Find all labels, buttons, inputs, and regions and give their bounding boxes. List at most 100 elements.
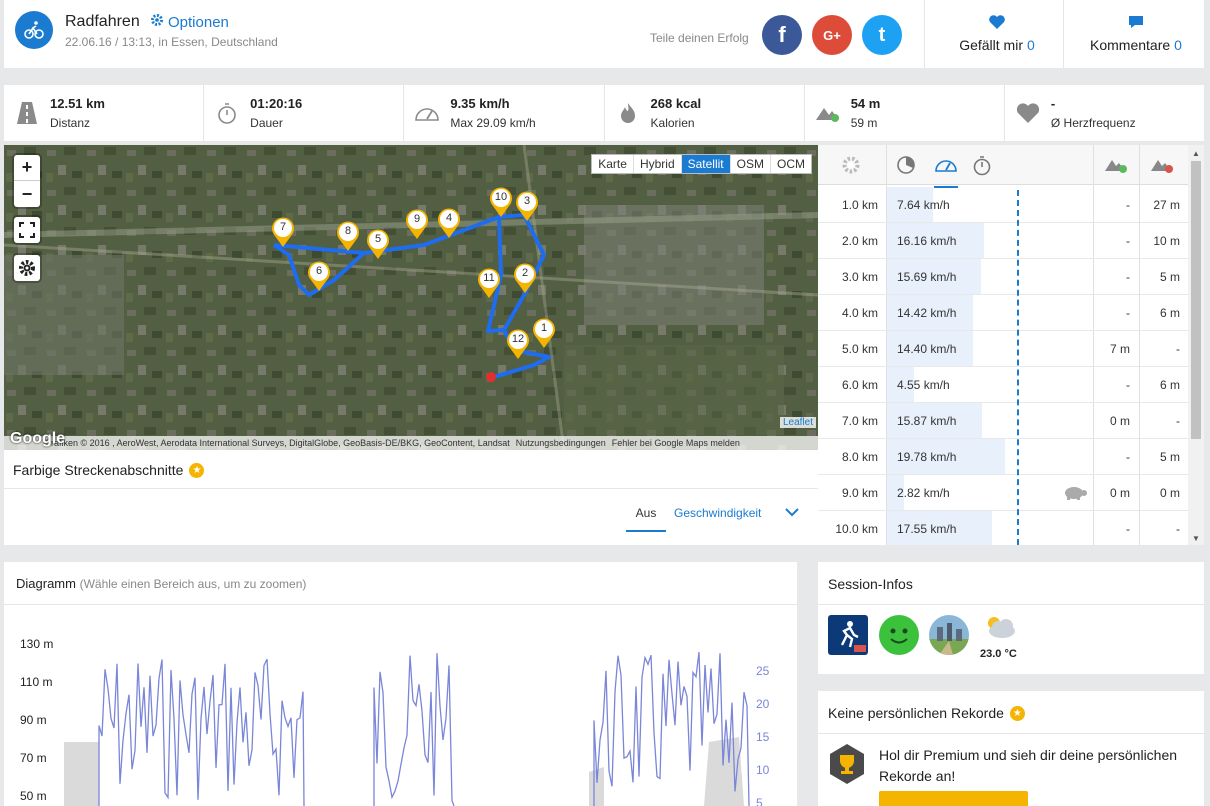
like-button[interactable]: Gefällt mir 0 (954, 14, 1040, 53)
split-elevation-down: - (1176, 414, 1180, 428)
like-count: 0 (1027, 37, 1035, 53)
y-tick-right: 20 (756, 697, 770, 711)
google-plus-icon: G+ (823, 27, 841, 43)
elevation-down-icon[interactable] (1150, 156, 1174, 177)
premium-button[interactable] (879, 791, 1028, 806)
table-row: 3.0 km 15.69 km/h - 5 m (818, 259, 1188, 295)
split-km: 1.0 km (841, 198, 878, 212)
chevron-down-icon[interactable] (784, 504, 800, 523)
split-elevation-up: - (1126, 450, 1130, 464)
table-row: 6.0 km 4.55 km/h - 6 m (818, 367, 1188, 403)
heart-icon (1015, 100, 1041, 126)
split-speed-cell: 14.42 km/h (887, 295, 1092, 331)
table-row: 9.0 km 2.82 km/h 0 m 0 m (818, 475, 1188, 511)
zoom-control: + − (14, 155, 40, 207)
elevation-speed-diagram[interactable]: Diagramm (Wähle einen Bereich aus, um zu… (4, 562, 797, 806)
leaflet-link[interactable]: Leaflet (779, 417, 816, 428)
split-elevation-down: - (1176, 522, 1180, 536)
activity-header: Radfahren Optionen 22.06.16 / 13:13, in … (4, 0, 1204, 68)
elevation-up-icon[interactable] (1104, 156, 1128, 177)
route-marker[interactable]: 4 (436, 207, 462, 239)
elevation-icon (815, 100, 841, 126)
split-speed-bar (887, 295, 973, 330)
split-km: 8.0 km (841, 450, 878, 464)
split-speed: 14.40 km/h (897, 342, 957, 356)
stat-value: 54 m (850, 96, 881, 111)
layer-satellit[interactable]: Satellit (681, 155, 731, 173)
split-speed: 19.78 km/h (897, 450, 957, 464)
splits-scrollbar[interactable]: ▲ ▼ (1188, 145, 1204, 545)
split-km: 6.0 km (841, 378, 878, 392)
y-tick-right: 25 (756, 664, 770, 678)
trophy-icon (828, 743, 866, 788)
layer-ocm[interactable]: OCM (777, 157, 805, 171)
segments-title: Farbige Streckenabschnitte ★ (13, 462, 205, 478)
zoom-out-button[interactable]: − (21, 183, 33, 204)
twitter-share-button[interactable]: t (862, 15, 902, 55)
route-marker[interactable]: 1 (531, 317, 557, 349)
divider (818, 733, 1204, 734)
flame-icon (615, 100, 641, 126)
route-marker-label: 6 (315, 265, 323, 277)
table-row: 2.0 km 16.16 km/h - 10 m (818, 223, 1188, 259)
route-marker[interactable]: 12 (505, 328, 531, 360)
route-marker[interactable]: 10 (488, 186, 514, 218)
split-speed: 16.16 km/h (897, 234, 957, 248)
pace-icon[interactable] (896, 155, 916, 178)
route-marker[interactable]: 8 (335, 220, 361, 252)
google-share-button[interactable]: G+ (812, 15, 852, 55)
stat-value: 01:20:16 (250, 96, 303, 111)
fullscreen-button[interactable] (14, 217, 40, 243)
route-marker[interactable]: 3 (514, 190, 540, 222)
route-marker[interactable]: 11 (476, 267, 502, 299)
y-tick-right: 15 (756, 730, 770, 744)
colored-segments-panel: Farbige Streckenabschnitte ★ Aus Geschwi… (4, 450, 818, 545)
route-marker[interactable]: 2 (512, 262, 538, 294)
split-speed-bar (887, 367, 914, 402)
layer-karte[interactable]: Karte (592, 155, 634, 173)
terms-link[interactable]: Nutzungsbedingungen (515, 438, 606, 448)
scrollbar-thumb[interactable] (1191, 161, 1201, 439)
route-marker[interactable]: 7 (270, 216, 296, 248)
tab-speed[interactable]: Geschwindigkeit (674, 506, 762, 520)
stat-value: - (1050, 96, 1056, 111)
route-marker[interactable]: 6 (306, 260, 332, 292)
split-elevation-up: 7 m (1109, 342, 1130, 356)
speed-tab-icon[interactable] (934, 155, 958, 188)
split-speed-bar (887, 403, 982, 438)
tab-off[interactable]: Aus (626, 506, 666, 532)
route-marker-label: 4 (445, 212, 453, 224)
zoom-in-button[interactable]: + (14, 155, 40, 181)
layer-osm[interactable]: OSM (731, 155, 771, 173)
split-speed-cell: 14.40 km/h (887, 331, 1092, 367)
route-marker-label: 11 (483, 272, 495, 284)
split-km: 3.0 km (841, 270, 878, 284)
options-button[interactable]: Optionen (150, 13, 229, 31)
route-marker-label: 5 (374, 233, 382, 245)
route-marker[interactable]: 5 (365, 228, 391, 260)
facebook-share-button[interactable]: f (762, 15, 802, 55)
stat-label: 59 m (850, 116, 878, 130)
split-elevation-down: 6 m (1159, 378, 1180, 392)
map-satellite-image (4, 145, 818, 450)
split-speed-bar (887, 439, 1005, 474)
gear-icon[interactable] (841, 155, 861, 178)
split-speed: 2.82 km/h (897, 486, 950, 500)
records-title: Keine persönlichen Rekorde ★ (828, 705, 1025, 721)
table-row: 7.0 km 15.87 km/h 0 m - (818, 403, 1188, 439)
layer-hybrid[interactable]: Hybrid (634, 155, 682, 173)
stat-value: 9.35 km/h (450, 96, 510, 111)
y-tick-left: 110 m (20, 675, 53, 689)
speedometer-icon (414, 100, 440, 126)
route-marker[interactable]: 9 (404, 208, 430, 240)
average-speed-line (1017, 190, 1019, 545)
split-km: 10.0 km (835, 522, 878, 536)
star-icon: ★ (189, 462, 205, 478)
comments-button[interactable]: Kommentare 0 (1084, 14, 1188, 53)
report-error-link[interactable]: Fehler bei Google Maps melden (611, 438, 740, 448)
comments-count: 0 (1174, 37, 1182, 53)
session-infos-panel: Session-Infos 23.0 °C (818, 562, 1204, 674)
stopwatch-icon[interactable] (972, 154, 992, 179)
map-settings-button[interactable] (14, 255, 40, 281)
